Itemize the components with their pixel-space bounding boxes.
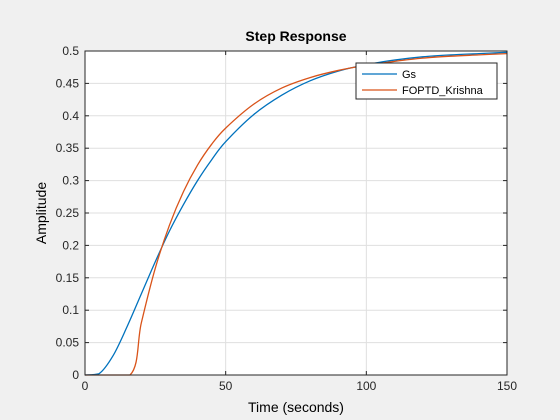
legend-label: Gs	[402, 69, 417, 81]
y-tick-label: 0.3	[62, 174, 79, 188]
y-tick-label: 0.25	[56, 206, 80, 220]
y-tick-label: 0.4	[62, 109, 79, 123]
tick-labels: 0 50 100 150 0 0.05 0.1 0.15 0.2 0.25 0.3 0.35 0.4 0.…	[56, 44, 518, 393]
legend-entries: Gs FOPTD_Krishna	[362, 69, 484, 97]
y-axis-title: Amplitude	[33, 182, 49, 244]
y-tick-label: 0.15	[56, 271, 80, 285]
y-tick-label: 0	[72, 368, 79, 382]
y-tick-label: 0.05	[56, 336, 80, 350]
x-tick-label: 150	[497, 379, 517, 393]
ticks	[84, 50, 508, 376]
y-tick-label: 0.5	[62, 44, 79, 58]
y-tick-label: 0.2	[62, 238, 79, 252]
chart-title: Step Response	[245, 28, 346, 44]
y-tick-label: 0.45	[56, 76, 80, 90]
y-tick-label: 0.35	[56, 141, 80, 155]
series-line-0[interactable]	[84, 51, 508, 376]
x-tick-label: 50	[219, 379, 233, 393]
legend-box	[355, 62, 498, 100]
series-line-1[interactable]	[85, 52, 508, 376]
series-layer	[84, 51, 508, 376]
legend-label: FOPTD_Krishna	[402, 85, 484, 97]
x-tick-label: 0	[82, 379, 89, 393]
x-tick-label: 100	[356, 379, 376, 393]
y-tick-label: 0.1	[62, 303, 79, 317]
legend[interactable]: Gs FOPTD_Krishna	[355, 62, 498, 100]
x-axis-title: Time (seconds)	[248, 399, 344, 415]
